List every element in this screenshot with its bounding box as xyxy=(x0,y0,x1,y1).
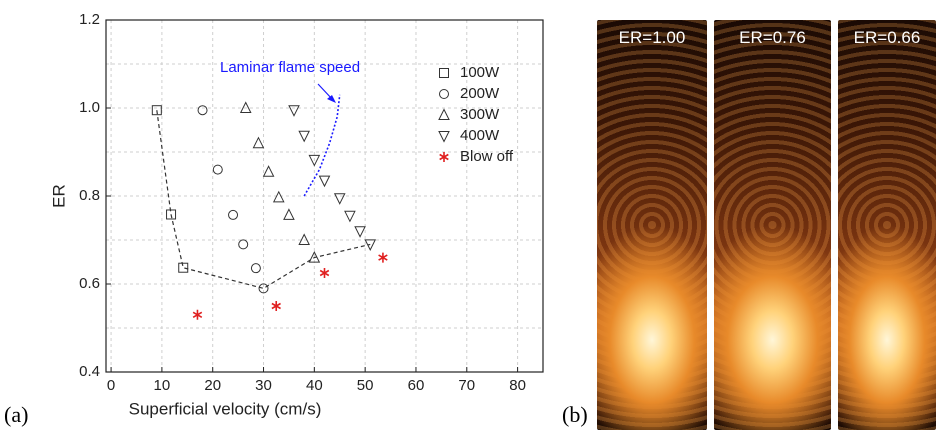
marker xyxy=(333,193,346,205)
marker xyxy=(378,252,388,263)
panel-label: (a) xyxy=(4,402,29,427)
marker xyxy=(308,154,321,167)
legend-marker xyxy=(438,108,450,120)
y-tick-label: 1.0 xyxy=(79,99,100,116)
x-tick-label: 40 xyxy=(306,377,323,394)
marker xyxy=(197,105,208,116)
y-tick-label: 0.4 xyxy=(79,363,100,380)
marker xyxy=(151,105,162,116)
marker xyxy=(192,309,203,320)
x-tick-label: 50 xyxy=(357,377,374,394)
marker xyxy=(364,239,377,252)
x-tick-label: 20 xyxy=(204,377,221,394)
legend-label: 300W xyxy=(460,106,500,123)
legend-marker xyxy=(439,89,449,99)
photo-label: ER=0.76 xyxy=(739,28,806,47)
photo-label: ER=1.00 xyxy=(618,28,686,47)
y-tick-label: 0.8 xyxy=(79,187,100,204)
marker xyxy=(283,208,295,220)
x-axis-label: Superficial velocity (cm/s) xyxy=(129,399,322,418)
marker xyxy=(272,190,285,203)
photo-label: ER=0.66 xyxy=(853,28,921,47)
marker xyxy=(308,250,321,263)
legend-marker xyxy=(439,152,449,162)
legend-label: 400W xyxy=(460,127,500,144)
panel-label: (b) xyxy=(562,402,588,427)
marker xyxy=(239,101,252,113)
legend-marker xyxy=(439,68,449,78)
flame-speed-line xyxy=(303,94,341,197)
marker xyxy=(252,136,265,149)
marker xyxy=(319,268,330,278)
legend-label: 100W xyxy=(460,64,500,81)
marker xyxy=(271,301,281,311)
x-tick-label: 60 xyxy=(408,377,425,394)
marker xyxy=(228,209,239,220)
marker xyxy=(166,209,177,220)
legend-label: Blow off xyxy=(460,148,514,165)
boundary-line xyxy=(156,110,371,290)
x-tick-label: 0 xyxy=(107,377,115,394)
marker xyxy=(250,263,261,274)
marker xyxy=(262,165,275,177)
y-tick-label: 0.6 xyxy=(79,275,100,292)
marker xyxy=(212,164,223,175)
legend-label: 200W xyxy=(460,85,500,102)
photo: ER=0.76 xyxy=(714,20,831,430)
marker xyxy=(298,233,310,245)
y-axis-label: ER xyxy=(49,184,68,208)
photo: ER=0.66 xyxy=(838,20,936,430)
arrow-head xyxy=(327,95,336,103)
x-tick-label: 80 xyxy=(509,377,526,394)
chart: Superficial velocity (cm/s) ER 0 10 20 30 40… xyxy=(49,11,544,418)
marker xyxy=(258,283,269,294)
marker xyxy=(318,175,331,188)
marker xyxy=(354,226,366,238)
x-tick-label: 70 xyxy=(458,377,475,394)
photo: ER=1.00 xyxy=(597,20,707,430)
y-tick-label: 1.2 xyxy=(79,11,100,28)
marker xyxy=(298,130,310,143)
annotation: Laminar flame speed xyxy=(220,59,360,76)
marker xyxy=(344,210,356,223)
marker xyxy=(238,239,249,250)
x-tick-label: 30 xyxy=(255,377,272,394)
x-tick-label: 10 xyxy=(154,377,171,394)
legend-marker xyxy=(438,131,450,143)
marker xyxy=(178,262,189,273)
marker xyxy=(288,105,300,117)
